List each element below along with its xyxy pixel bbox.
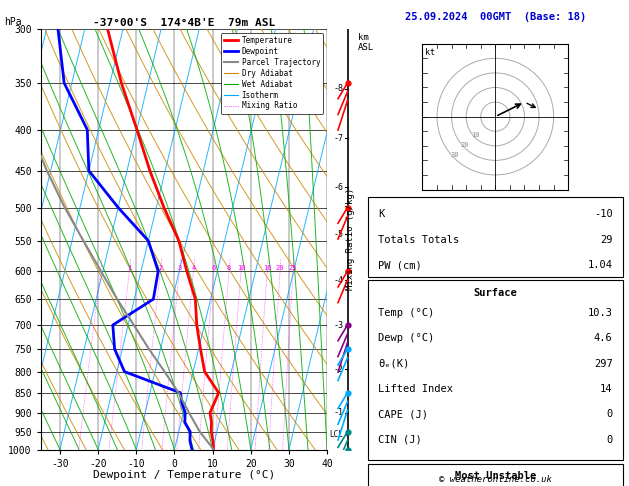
Text: CIN (J): CIN (J) (378, 434, 422, 445)
Text: K: K (378, 209, 384, 220)
Text: 8: 8 (227, 265, 231, 271)
Text: LCL: LCL (330, 430, 343, 439)
Text: Surface: Surface (474, 288, 517, 298)
Text: km
ASL: km ASL (358, 33, 374, 52)
Text: 29: 29 (600, 235, 613, 245)
Text: -3: -3 (333, 321, 343, 330)
Text: Most Unstable: Most Unstable (455, 471, 536, 481)
Text: -8: -8 (333, 85, 343, 93)
Text: -10: -10 (594, 209, 613, 220)
Text: Mixing Ratio (g/kg): Mixing Ratio (g/kg) (346, 188, 355, 291)
Text: 0: 0 (606, 409, 613, 419)
Text: -6: -6 (333, 183, 343, 192)
Text: 0: 0 (606, 434, 613, 445)
Legend: Temperature, Dewpoint, Parcel Trajectory, Dry Adiabat, Wet Adiabat, Isotherm, Mi: Temperature, Dewpoint, Parcel Trajectory… (221, 33, 323, 114)
Text: -2: -2 (333, 365, 343, 374)
Text: 6: 6 (212, 265, 216, 271)
Title: -37°00'S  174°4B'E  79m ASL: -37°00'S 174°4B'E 79m ASL (93, 18, 275, 28)
Bar (368, 197, 623, 277)
Text: θₑ(K): θₑ(K) (378, 359, 409, 369)
X-axis label: Dewpoint / Temperature (°C): Dewpoint / Temperature (°C) (93, 470, 275, 480)
Text: 2: 2 (158, 265, 162, 271)
Text: 4: 4 (191, 265, 196, 271)
Text: -4: -4 (333, 276, 343, 285)
Text: 16: 16 (263, 265, 272, 271)
Text: -7: -7 (333, 134, 343, 143)
Text: 1: 1 (127, 265, 131, 271)
Text: © weatheronline.co.uk: © weatheronline.co.uk (439, 474, 552, 484)
Bar (368, 280, 623, 460)
Text: Temp (°C): Temp (°C) (378, 308, 435, 318)
Text: Totals Totals: Totals Totals (378, 235, 459, 245)
Text: 1.04: 1.04 (587, 260, 613, 270)
Text: 3: 3 (177, 265, 182, 271)
Text: -5: -5 (333, 230, 343, 239)
Text: 297: 297 (594, 359, 613, 369)
Text: 20: 20 (276, 265, 284, 271)
Text: -1: -1 (333, 408, 343, 417)
Bar (368, 464, 623, 486)
Text: Lifted Index: Lifted Index (378, 384, 453, 394)
Text: 10.3: 10.3 (587, 308, 613, 318)
Text: 14: 14 (600, 384, 613, 394)
Text: 30: 30 (450, 153, 459, 158)
Text: PW (cm): PW (cm) (378, 260, 422, 270)
Text: 4.6: 4.6 (594, 333, 613, 344)
Text: 25.09.2024  00GMT  (Base: 18): 25.09.2024 00GMT (Base: 18) (404, 12, 586, 22)
Text: kt: kt (425, 48, 435, 57)
Text: 25: 25 (289, 265, 298, 271)
Text: CAPE (J): CAPE (J) (378, 409, 428, 419)
Text: 10: 10 (470, 132, 479, 138)
Text: hPa: hPa (4, 17, 21, 27)
Text: 10: 10 (237, 265, 245, 271)
Text: Dewp (°C): Dewp (°C) (378, 333, 435, 344)
Text: 20: 20 (460, 142, 469, 148)
